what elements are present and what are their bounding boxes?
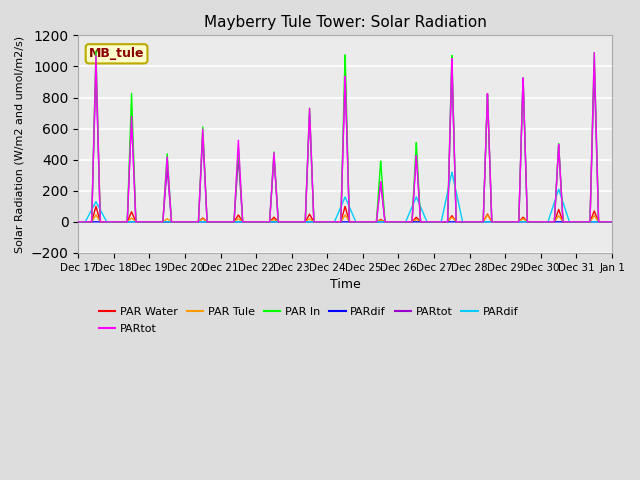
PAR Water — [325, 219, 333, 225]
PAR Tule — [325, 219, 333, 225]
PAR Water — [74, 219, 82, 225]
PARtot — [465, 219, 472, 225]
PAR Tule — [170, 219, 178, 225]
PAR Tule — [465, 219, 472, 225]
Line: PARtot: PARtot — [78, 53, 612, 222]
PARtot — [435, 219, 443, 225]
PARtot — [325, 219, 333, 225]
PARdif — [607, 219, 615, 225]
PARdif — [465, 219, 472, 225]
PARdif — [170, 219, 178, 225]
PARtot — [495, 219, 502, 225]
PARtot — [607, 219, 615, 225]
Line: PARtot: PARtot — [78, 67, 612, 222]
Line: PAR Tule: PAR Tule — [78, 215, 612, 222]
PARtot — [170, 219, 178, 225]
PARdif — [608, 219, 616, 225]
PAR In — [74, 219, 82, 225]
PARdif — [170, 219, 178, 225]
PAR Water — [170, 219, 178, 225]
PARtot — [465, 219, 472, 225]
PAR Water — [607, 219, 615, 225]
PARtot — [591, 64, 598, 70]
PAR In — [495, 219, 503, 225]
PARdif — [325, 219, 333, 225]
Title: Mayberry Tule Tower: Solar Radiation: Mayberry Tule Tower: Solar Radiation — [204, 15, 486, 30]
PARdif — [607, 219, 615, 225]
PAR Water — [435, 219, 443, 225]
PAR Tule — [495, 219, 503, 225]
PARtot — [495, 219, 502, 225]
PARtot — [591, 50, 598, 56]
Y-axis label: Solar Radiation (W/m2 and umol/m2/s): Solar Radiation (W/m2 and umol/m2/s) — [15, 36, 25, 252]
PAR Tule — [92, 212, 100, 218]
PAR Water — [465, 219, 472, 225]
PAR Tule — [607, 219, 615, 225]
PARdif — [495, 219, 503, 225]
Text: MB_tule: MB_tule — [89, 48, 145, 60]
PARtot — [170, 219, 178, 225]
PARdif — [435, 219, 443, 225]
PAR In — [608, 219, 616, 225]
PAR In — [325, 219, 333, 225]
Line: PAR Water: PAR Water — [78, 206, 612, 222]
PARdif — [495, 219, 502, 225]
PARtot — [608, 219, 616, 225]
PARdif — [325, 219, 333, 225]
PARdif — [74, 219, 82, 225]
PARdif — [448, 169, 456, 175]
PARtot — [435, 219, 443, 225]
PARtot — [325, 219, 333, 225]
PARtot — [74, 219, 82, 225]
PARtot — [608, 219, 616, 225]
PARdif — [465, 219, 472, 225]
PAR In — [435, 219, 443, 225]
PARdif — [608, 219, 616, 225]
PAR In — [465, 219, 472, 225]
PAR In — [607, 219, 615, 225]
PARtot — [607, 219, 615, 225]
PAR Tule — [435, 219, 443, 225]
PARtot — [74, 219, 82, 225]
PAR Tule — [74, 219, 82, 225]
PARdif — [74, 219, 82, 225]
Line: PAR In: PAR In — [78, 51, 612, 222]
Line: PARdif: PARdif — [78, 172, 612, 222]
PAR In — [92, 48, 100, 54]
PAR Water — [92, 204, 100, 209]
PAR Tule — [608, 219, 616, 225]
X-axis label: Time: Time — [330, 278, 360, 291]
PAR Water — [608, 219, 616, 225]
PAR Water — [495, 219, 503, 225]
Legend: PARtot: PARtot — [94, 320, 161, 339]
PAR In — [170, 219, 178, 225]
PARdif — [435, 219, 443, 225]
